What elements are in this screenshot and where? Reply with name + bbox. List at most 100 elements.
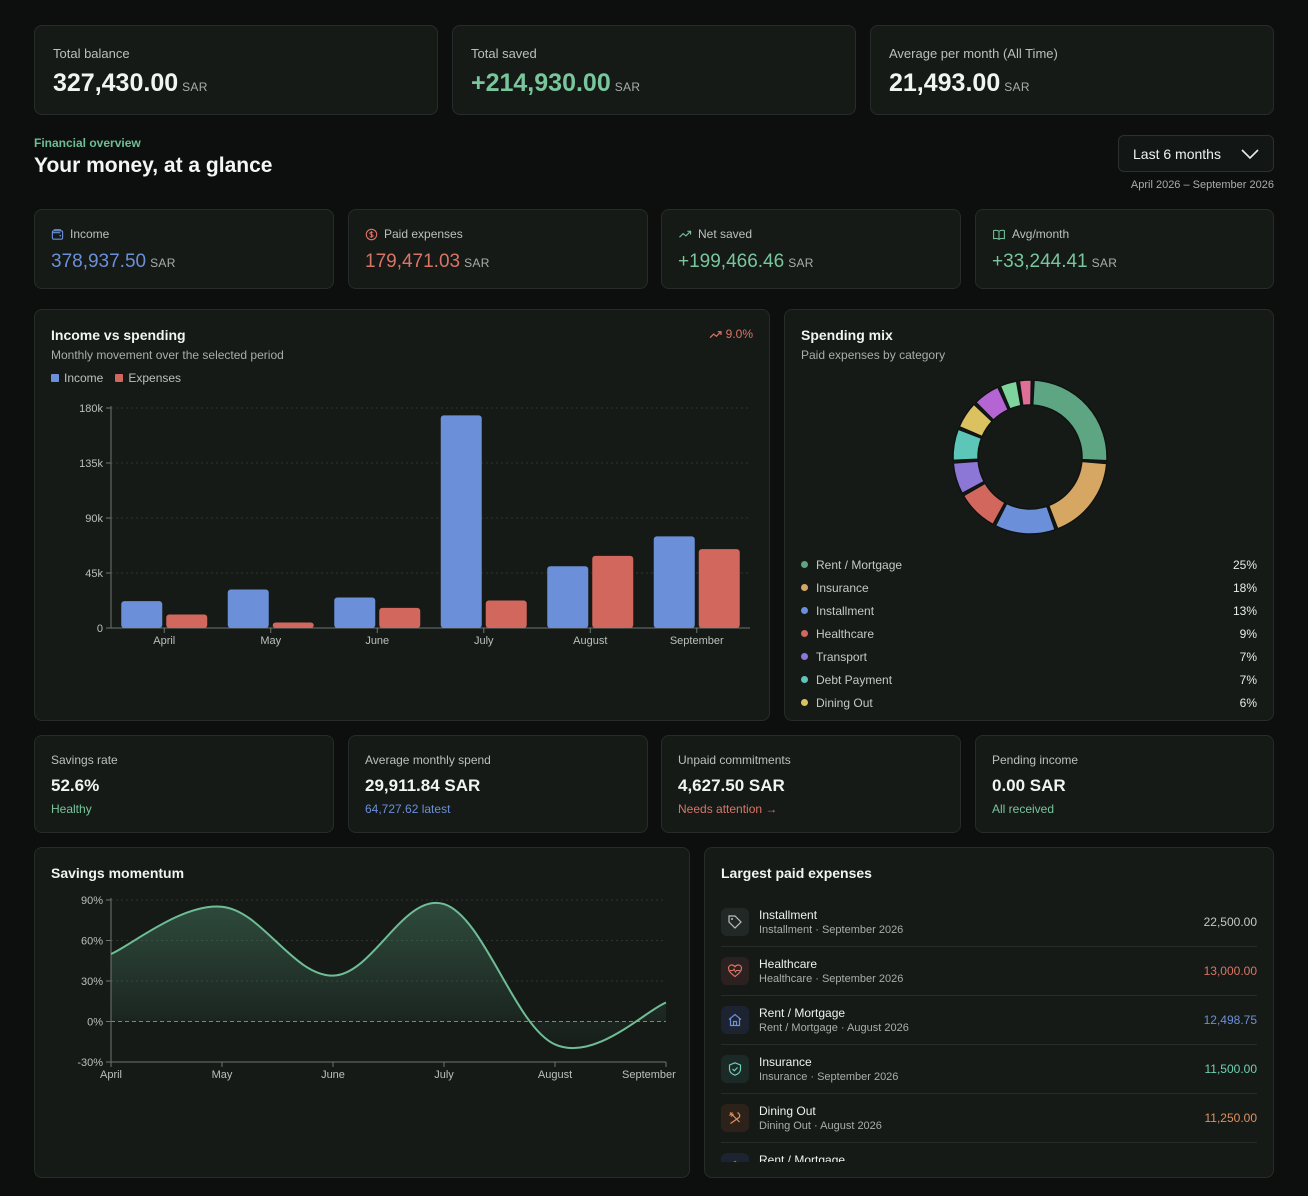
average-per-month-card: Average per month (All Time) 21,493.00 SA… xyxy=(870,25,1274,115)
total-balance-card: Total balance 327,430.00 SAR xyxy=(34,25,438,115)
category-label: Insurance xyxy=(816,580,869,595)
net-saved-kpi-value: +199,466.46 SAR xyxy=(678,251,814,272)
pending-income-note: All received xyxy=(992,802,1055,816)
expense-name: Dining Out xyxy=(759,1104,816,1118)
spending-mix-item: Insurance 18% xyxy=(801,576,1257,599)
legend-income: Income xyxy=(51,371,103,385)
needs-attention-link[interactable]: Needs attention → xyxy=(678,802,778,816)
total-balance-label: Total balance xyxy=(53,46,130,61)
shield-icon xyxy=(721,1055,749,1083)
category-percent: 9% xyxy=(1239,626,1257,641)
x-tick-label: September xyxy=(622,1069,676,1081)
x-tick-label: August xyxy=(538,1069,572,1081)
category-dot xyxy=(801,607,808,614)
x-tick-label: July xyxy=(434,1069,454,1081)
expense-row[interactable]: Insurance Insurance · September 2026 11,50… xyxy=(721,1045,1257,1094)
expense-amount: 22,500.00 xyxy=(1203,915,1257,929)
largest-expenses-list: Installment Installment · September 2026 2… xyxy=(721,898,1257,1162)
expense-text: Rent / Mortgage Rent / Mortgage · August … xyxy=(759,1006,909,1034)
expense-bar-may xyxy=(272,622,314,628)
legend-expenses: Expenses xyxy=(115,371,181,385)
x-tick-label: September xyxy=(670,635,724,647)
period-select[interactable]: Last 6 months xyxy=(1118,135,1274,172)
total-balance-value: 327,430.00 SAR xyxy=(53,69,208,97)
page-title: Your money, at a glance xyxy=(34,154,273,177)
savings-rate-label: Savings rate xyxy=(51,753,118,767)
expense-bar-april xyxy=(166,614,208,628)
y-tick-label: -30% xyxy=(77,1057,103,1069)
unpaid-commitments-label: Unpaid commitments xyxy=(678,753,791,767)
expense-amount: 12,498.75 xyxy=(1203,1013,1257,1027)
expense-name: Insurance xyxy=(759,1055,812,1069)
category-dot xyxy=(801,653,808,660)
utensils-icon xyxy=(721,1104,749,1132)
expense-row[interactable]: Healthcare Healthcare · September 2026 13,… xyxy=(721,947,1257,996)
savings-area xyxy=(111,902,666,1049)
spending-mix-donut xyxy=(952,379,1108,535)
home-icon xyxy=(721,1153,749,1162)
total-saved-label: Total saved xyxy=(471,46,537,61)
spending-mix-item: Transport 7% xyxy=(801,645,1257,668)
category-dot xyxy=(801,630,808,637)
category-percent: 18% xyxy=(1232,580,1257,595)
expense-bar-june xyxy=(379,607,421,628)
savings-rate-card: Savings rate 52.6% Healthy xyxy=(34,735,334,833)
expense-meta: Healthcare · September 2026 xyxy=(759,973,904,985)
savings-rate-value: 52.6% xyxy=(51,776,100,795)
average-per-month-value: 21,493.00 SAR xyxy=(889,69,1030,97)
spending-mix-item: Installment 13% xyxy=(801,599,1257,622)
page-eyebrow: Financial overview xyxy=(34,136,141,150)
x-tick-label: August xyxy=(573,635,607,647)
spending-mix-legend: Rent / Mortgage 25% Insurance 18% Installmen… xyxy=(801,553,1257,714)
expense-row[interactable]: Rent / Mortgage Rent / Mortgage · August … xyxy=(721,996,1257,1045)
savings-rate-note: Healthy xyxy=(51,802,92,816)
expense-row[interactable]: Dining Out Dining Out · August 2026 11,250… xyxy=(721,1094,1257,1143)
expense-text: Insurance Insurance · September 2026 xyxy=(759,1055,898,1083)
paid-expenses-kpi-value: 179,471.03 SAR xyxy=(365,251,490,272)
expense-bar-september xyxy=(698,549,740,628)
expense-amount: 11,250.00 xyxy=(1205,1160,1258,1162)
expense-amount: 11,250.00 xyxy=(1204,1111,1258,1125)
donut-slice-9 xyxy=(999,380,1022,411)
unpaid-commitments-card: Unpaid commitments 4,627.50 SAR Needs at… xyxy=(661,735,961,833)
average-monthly-spend-note: 64,727.62 latest xyxy=(365,802,451,816)
category-percent: 25% xyxy=(1232,557,1257,572)
category-dot xyxy=(801,561,808,568)
paid-expenses-kpi-card: Paid expenses 179,471.03 SAR xyxy=(348,209,648,289)
home-icon xyxy=(721,1006,749,1034)
expense-amount: 11,500.00 xyxy=(1204,1062,1258,1076)
expense-meta: Dining Out · August 2026 xyxy=(759,1120,882,1132)
spending-mix-item: Healthcare 9% xyxy=(801,622,1257,645)
book-open-icon xyxy=(993,229,1005,240)
x-tick-label: April xyxy=(100,1069,122,1081)
pending-income-value: 0.00 SAR xyxy=(992,776,1066,795)
donut-slice-10 xyxy=(1018,379,1033,407)
average-monthly-spend-label: Average monthly spend xyxy=(365,753,491,767)
income-bar-june xyxy=(334,597,376,628)
income-bar-july xyxy=(440,415,482,628)
category-percent: 6% xyxy=(1239,695,1257,710)
category-percent: 7% xyxy=(1239,672,1257,687)
expense-meta: Insurance · September 2026 xyxy=(759,1071,899,1083)
tag-icon xyxy=(721,908,749,936)
expense-meta: Rent / Mortgage · August 2026 xyxy=(759,1022,909,1034)
category-percent: 7% xyxy=(1239,649,1257,664)
expense-amount: 13,000.00 xyxy=(1203,964,1257,978)
income-kpi-value: 378,937.50 SAR xyxy=(51,251,176,272)
trending-up-icon xyxy=(679,230,692,238)
x-tick-label: June xyxy=(321,1069,345,1081)
average-monthly-spend-value: 29,911.84 SAR xyxy=(365,776,481,795)
x-tick-label: June xyxy=(365,635,389,647)
y-tick-label: 0 xyxy=(97,623,103,635)
income-vs-spending-card: Income vs spending Monthly movement over… xyxy=(34,309,770,721)
expense-name: Rent / Mortgage xyxy=(759,1006,846,1020)
expense-name: Installment xyxy=(759,908,818,922)
income-bar-may xyxy=(227,589,269,628)
pending-income-card: Pending income 0.00 SAR All received xyxy=(975,735,1274,833)
income-bar-september xyxy=(653,536,695,628)
expense-meta: Installment · September 2026 xyxy=(759,924,904,936)
expense-row[interactable]: Installment Installment · September 2026 2… xyxy=(721,898,1257,947)
x-tick-label: July xyxy=(474,635,494,647)
y-tick-label: 45k xyxy=(85,568,103,580)
